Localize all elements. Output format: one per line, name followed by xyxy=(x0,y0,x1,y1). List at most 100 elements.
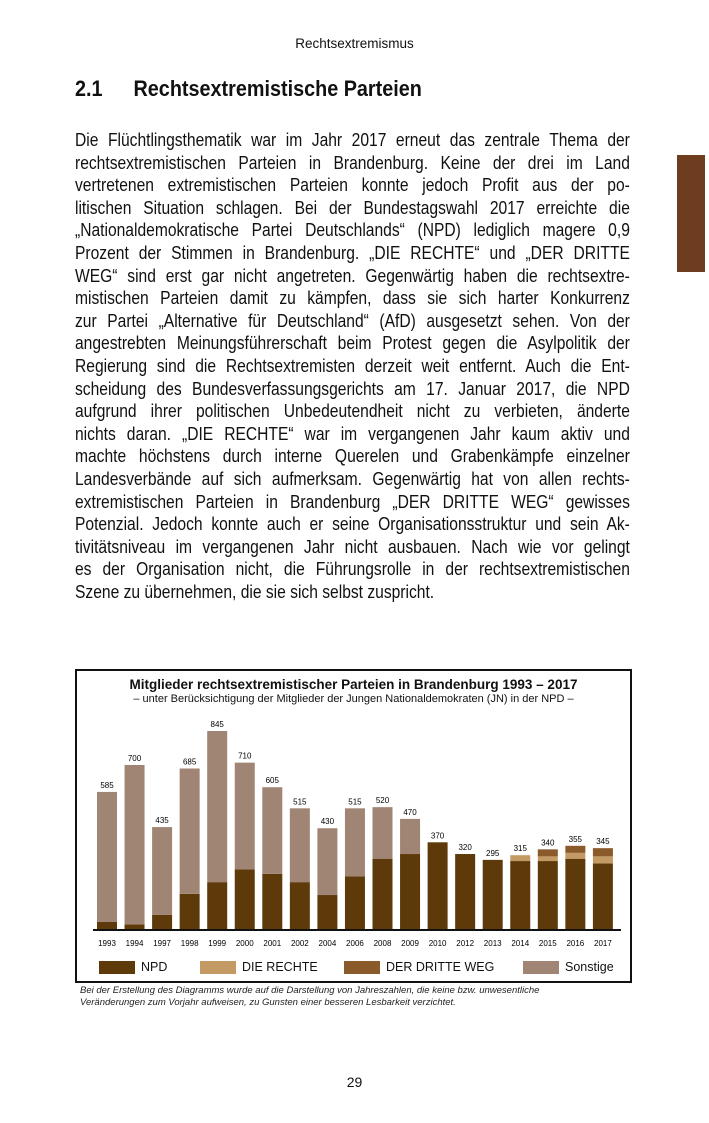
page-number: 29 xyxy=(346,1074,363,1090)
bar-segment-sonstige xyxy=(152,827,173,915)
body-line: „Nationaldemokratische Partei Deutschlan… xyxy=(75,220,630,241)
bar-segment-npd xyxy=(344,876,365,929)
footnote-line: Bei der Erstellung des Diagramms wurde a… xyxy=(80,985,540,996)
bar-segment-npd xyxy=(289,882,310,929)
data-label: 685 xyxy=(183,757,197,766)
data-label: 520 xyxy=(376,796,390,805)
bar-segment-npd xyxy=(482,859,503,929)
body-line: es der Organisation nicht, die Führungsr… xyxy=(75,559,630,580)
x-tick-label: 1994 xyxy=(126,939,144,948)
x-tick-label: 2001 xyxy=(263,939,281,948)
bar-segment-sonstige xyxy=(124,764,145,925)
body-line: mistischen Parteien damit zu kämpfen, da… xyxy=(75,288,630,309)
x-tick-label: 2006 xyxy=(346,939,364,948)
data-label: 355 xyxy=(569,835,583,844)
legend-label: Sonstige xyxy=(565,960,614,974)
data-label: 515 xyxy=(348,797,362,806)
x-tick-label: 1993 xyxy=(98,939,116,948)
x-tick-label: 2000 xyxy=(236,939,254,948)
x-tick-label: 1999 xyxy=(208,939,226,948)
data-label: 515 xyxy=(293,797,307,806)
bar-segment-sonstige xyxy=(372,807,393,859)
legend-label: DER DRITTE WEG xyxy=(386,960,495,974)
legend-item: NPD xyxy=(99,960,167,974)
bar-segment-sonstige xyxy=(400,818,421,855)
chart-title: Mitglieder rechtsextremistischer Parteie… xyxy=(129,677,578,692)
x-tick-label: 2015 xyxy=(539,939,557,948)
data-label: 585 xyxy=(100,781,114,790)
bar-segment-die-rechte xyxy=(510,855,531,862)
legend-swatch xyxy=(99,960,135,974)
x-tick-label: 2012 xyxy=(456,939,474,948)
x-tick-label: 2014 xyxy=(511,939,529,948)
bar-segment-npd xyxy=(372,858,393,929)
data-label: 345 xyxy=(596,837,610,846)
x-tick-label: 2010 xyxy=(429,939,447,948)
data-label: 320 xyxy=(458,843,472,852)
bar-segment-sonstige xyxy=(207,731,228,883)
body-line: WEG“ sind erst gar nicht angetreten. Geg… xyxy=(75,265,630,286)
data-label: 710 xyxy=(238,752,252,761)
section-heading: 2.1 Rechtsextremistische Parteien xyxy=(75,76,422,102)
bar-segment-npd xyxy=(455,854,476,929)
body-line: vertretenen extremistischen Parteien kon… xyxy=(75,175,630,196)
bar-segment-npd xyxy=(537,861,558,929)
body-line: litischen Situation schlagen. Bei der Bu… xyxy=(75,197,630,218)
section-number: 2.1 xyxy=(75,76,103,101)
bar-segment-der-dritte-weg xyxy=(565,845,586,853)
footnote-line: Veränderungen zum Vorjahr aufweisen, zu … xyxy=(80,997,456,1008)
body-line: angestrebten Meinungsführerschaft beim P… xyxy=(75,333,630,354)
body-line: Die Flüchtlingsthematik war im Jahr 2017… xyxy=(75,130,630,150)
bar-segment-npd xyxy=(97,921,117,929)
legend-item: DER DRITTE WEG xyxy=(344,960,494,974)
body-line: Landesverbände auf sich aufmerksam. Gege… xyxy=(75,468,630,489)
data-label: 470 xyxy=(403,808,417,817)
data-label: 315 xyxy=(514,844,528,853)
bar-segment-npd xyxy=(124,924,145,929)
bar-segment-sonstige xyxy=(179,768,200,894)
body-line: extremistischen Parteien in Brandenburg … xyxy=(75,491,630,512)
legend-swatch xyxy=(523,960,559,974)
body-line: scheidung des Bundesverfassungsgerichts … xyxy=(75,378,630,399)
bar-segment-npd xyxy=(317,895,338,929)
bar-segment-der-dritte-weg xyxy=(592,848,613,857)
body-line: tivitätsniveau im vergangenen Jahr nicht… xyxy=(75,536,630,557)
bar-segment-sonstige xyxy=(234,762,255,870)
x-tick-label: 2017 xyxy=(594,939,612,948)
bar-segment-sonstige xyxy=(262,787,283,874)
bar-segment-sonstige xyxy=(317,828,338,896)
data-label: 340 xyxy=(541,838,555,847)
body-line: Prozent der Stimmen in Brandenburg. „DIE… xyxy=(75,242,630,263)
body-line: Potenzial. Jedoch konnte auch er seine O… xyxy=(75,514,630,535)
data-label: 435 xyxy=(155,816,169,825)
bar-segment-npd xyxy=(592,863,613,929)
bar-segment-npd xyxy=(152,914,173,929)
legend-item: DIE RECHTE xyxy=(200,960,318,974)
running-header: Rechtsextremismus xyxy=(295,36,414,51)
bar-segment-npd xyxy=(565,858,586,929)
data-label: 845 xyxy=(211,720,225,729)
data-label: 295 xyxy=(486,849,500,858)
data-label: 430 xyxy=(321,817,335,826)
x-tick-label: 2016 xyxy=(566,939,584,948)
chart-plot: 585 1993 700 1994 435 1997 685 1998 845 1999 710 20… xyxy=(93,720,621,948)
x-tick-label: 2013 xyxy=(484,939,502,948)
bar-segment-npd xyxy=(207,882,228,929)
body-text: Die Flüchtlingsthematik war im Jahr 2017… xyxy=(75,129,630,603)
x-tick-label: 2008 xyxy=(374,939,392,948)
body-line: rechtsextremistischen Parteien in Brande… xyxy=(75,152,630,173)
bar-segment-die-rechte xyxy=(592,856,613,864)
bar-segment-der-dritte-weg xyxy=(537,849,558,857)
bar-segment-die-rechte xyxy=(565,852,586,859)
body-line: zur Partei „Alternative für Deutschland“… xyxy=(75,310,630,331)
bar-segment-npd xyxy=(400,854,421,929)
x-tick-label: 1998 xyxy=(181,939,199,948)
data-label: 700 xyxy=(128,754,142,763)
chapter-tab-marker xyxy=(677,155,705,272)
body-line: machte höchstens durch interne Querelen … xyxy=(75,446,630,467)
legend-swatch xyxy=(344,960,380,974)
chart-footnote: Bei der Erstellung des Diagramms wurde a… xyxy=(80,985,539,1009)
bar-segment-sonstige xyxy=(289,808,310,883)
legend-label: NPD xyxy=(141,960,168,974)
